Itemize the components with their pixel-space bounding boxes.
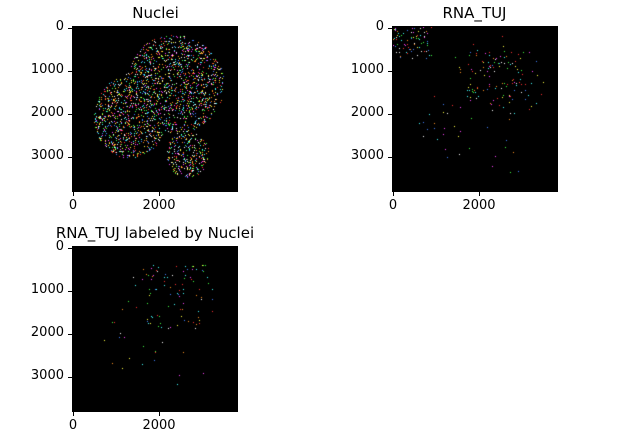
x-tick-label: 0 [388, 198, 398, 213]
y-tick-label: 3000 [350, 148, 384, 163]
image-rna-tuj [392, 26, 558, 192]
image-nuclei [72, 26, 238, 192]
panel-title: RNA_TUJ [442, 4, 507, 22]
y-tick-mark [68, 248, 72, 249]
y-tick-label: 0 [55, 19, 64, 34]
panel-title: Nuclei [132, 4, 179, 22]
x-tick-label: 2000 [142, 418, 176, 433]
y-tick-mark [68, 377, 72, 378]
y-tick-mark [68, 291, 72, 292]
y-tick-label: 1000 [350, 62, 384, 77]
y-tick-mark [388, 157, 392, 158]
y-tick-label: 1000 [30, 62, 64, 77]
x-tick-mark [159, 192, 160, 196]
x-tick-mark [73, 192, 74, 196]
y-tick-mark [68, 157, 72, 158]
y-tick-mark [388, 71, 392, 72]
y-tick-mark [68, 28, 72, 29]
y-tick-label: 0 [375, 19, 384, 34]
y-tick-mark [388, 114, 392, 115]
y-tick-label: 2000 [30, 325, 64, 340]
image-rna-tuj-labeled [72, 246, 238, 412]
y-tick-label: 1000 [30, 282, 64, 297]
x-tick-mark [73, 412, 74, 416]
x-tick-mark [479, 192, 480, 196]
image-canvas-rna-tuj-labeled [73, 247, 237, 411]
y-tick-label: 2000 [30, 105, 64, 120]
y-tick-mark [68, 114, 72, 115]
x-tick-mark [393, 192, 394, 196]
x-tick-label: 2000 [142, 198, 176, 213]
x-tick-mark [159, 412, 160, 416]
y-tick-label: 3000 [30, 368, 64, 383]
y-tick-label: 3000 [30, 148, 64, 163]
image-canvas-rna-tuj [393, 27, 557, 191]
y-tick-mark [68, 71, 72, 72]
y-tick-mark [68, 334, 72, 335]
x-tick-label: 0 [68, 198, 78, 213]
y-tick-label: 0 [55, 239, 64, 254]
image-canvas-nuclei [73, 27, 237, 191]
x-tick-label: 2000 [462, 198, 496, 213]
y-tick-mark [388, 28, 392, 29]
panel-title: RNA_TUJ labeled by Nuclei [55, 224, 255, 242]
x-tick-label: 0 [68, 418, 78, 433]
y-tick-label: 2000 [350, 105, 384, 120]
